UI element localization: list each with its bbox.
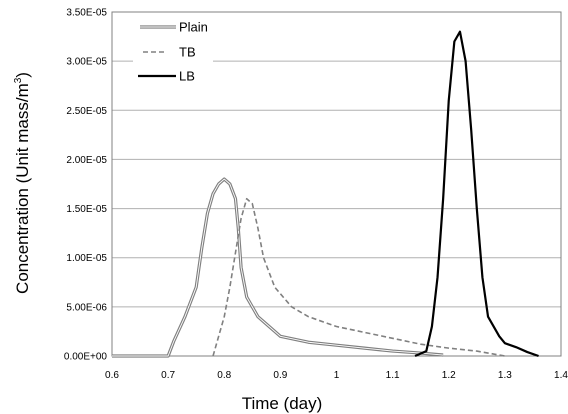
x-tick-label: 1 xyxy=(334,370,340,381)
x-tick-label: 1.3 xyxy=(498,370,512,381)
x-tick-label: 0.7 xyxy=(161,370,175,381)
series-lb xyxy=(414,30,539,358)
series-line xyxy=(212,197,506,357)
x-tick-label: 0.9 xyxy=(273,370,287,381)
legend-item-lb: LB xyxy=(138,69,195,84)
y-axis-title-close: ) xyxy=(13,72,32,78)
series-line-outer xyxy=(112,177,444,358)
series-lines xyxy=(112,30,539,358)
x-tick-label: 1.4 xyxy=(554,370,568,381)
y-tick-label: 2.50E-05 xyxy=(66,106,107,117)
legend-label: TB xyxy=(179,45,196,60)
y-tick-label: 3.50E-05 xyxy=(66,8,107,19)
grid-lines xyxy=(112,60,561,308)
x-tick-label: 1.2 xyxy=(442,370,456,381)
y-tick-label: 2.00E-05 xyxy=(66,155,107,166)
y-axis-title-superscript: 3 xyxy=(13,77,24,83)
series-tb xyxy=(212,197,506,357)
y-axis-title: Concentration (Unit mass/m3) xyxy=(13,72,32,294)
y-tick-label: 3.00E-05 xyxy=(66,57,107,68)
x-tick-label: 1.1 xyxy=(386,370,400,381)
legend-item-plain: Plain xyxy=(140,20,208,35)
x-tick-labels: 0.6 0.7 0.8 0.9 1 1.1 1.2 1.3 1.4 xyxy=(105,370,568,381)
series-plain xyxy=(112,177,444,358)
y-tick-labels: 0.00E+00 5.00E-06 1.00E-05 1.50E-05 2.00E-05… xyxy=(64,8,108,363)
series-line xyxy=(414,30,539,358)
legend-label: LB xyxy=(179,69,195,84)
series-line-inner xyxy=(112,178,444,357)
x-axis-title: Time (day) xyxy=(242,394,323,413)
y-tick-label: 0.00E+00 xyxy=(64,352,108,363)
y-axis-title-text: Concentration (Unit mass/m xyxy=(13,83,32,294)
legend: Plain TB LB xyxy=(133,15,213,87)
legend-item-tb: TB xyxy=(143,45,196,60)
y-tick-label: 1.50E-05 xyxy=(66,204,107,215)
plot-frame xyxy=(111,11,562,357)
x-tick-label: 0.8 xyxy=(217,370,231,381)
x-tick-label: 0.6 xyxy=(105,370,119,381)
legend-label: Plain xyxy=(179,20,208,35)
y-tick-label: 5.00E-06 xyxy=(66,302,107,313)
y-tick-label: 1.00E-05 xyxy=(66,253,107,264)
